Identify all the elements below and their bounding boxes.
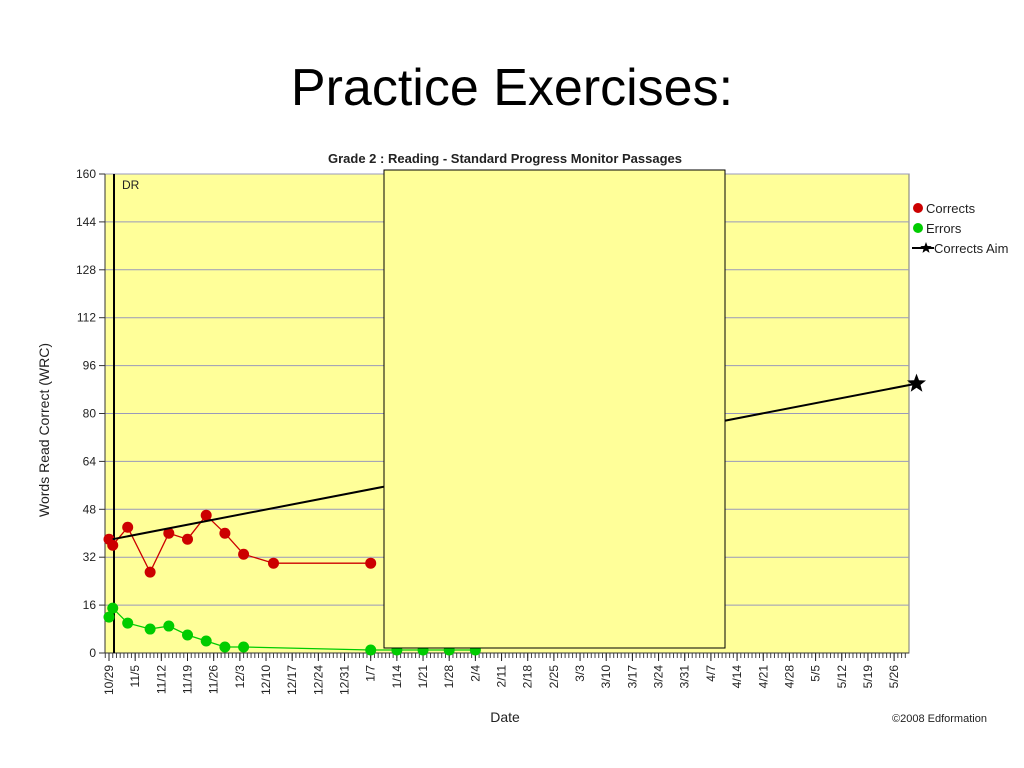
y-tick-label: 32 <box>83 550 97 564</box>
x-tick-label: 12/31 <box>338 665 352 695</box>
x-tick-label: 11/12 <box>154 665 168 694</box>
legend-item-errors: Errors <box>913 221 962 236</box>
decision-rule-label: DR <box>122 178 140 192</box>
x-tick-label: 3/24 <box>652 665 666 689</box>
legend-label: Corrects Aim <box>934 241 1008 256</box>
x-tick-label: 11/5 <box>128 665 142 688</box>
corrects-point <box>200 509 212 521</box>
corrects-point <box>219 527 231 539</box>
x-tick-label: 1/21 <box>416 665 430 689</box>
x-axis-label: Date <box>490 709 520 725</box>
corrects-point <box>122 521 134 533</box>
chart-title: Grade 2 : Reading - Standard Progress Mo… <box>328 151 682 166</box>
corrects-point <box>163 527 175 539</box>
x-tick-label: 2/18 <box>521 665 535 689</box>
corrects-point <box>267 557 279 569</box>
errors-point <box>103 611 115 623</box>
corrects-aim-point <box>907 373 926 392</box>
y-axis-label: Words Read Correct (WRC) <box>36 343 52 517</box>
x-tick-label: 4/28 <box>782 665 796 689</box>
x-tick-label: 4/21 <box>756 665 770 689</box>
legend: Corrects Errors Corrects Aim <box>912 201 1008 256</box>
x-tick-label: 12/3 <box>233 665 247 689</box>
series-corrects <box>103 509 377 578</box>
x-tick-label: 5/12 <box>835 665 849 689</box>
x-tick-label: 3/10 <box>599 665 613 689</box>
y-tick-label: 48 <box>83 502 97 516</box>
x-tick-label: 1/7 <box>364 665 378 682</box>
x-tick-label: 2/11 <box>495 665 509 688</box>
y-tick-label: 128 <box>76 263 96 277</box>
errors-point <box>200 635 212 647</box>
legend-label: Errors <box>926 221 962 236</box>
legend-swatch <box>913 203 923 213</box>
x-tick-label: 10/29 <box>102 665 116 695</box>
y-tick-label: 96 <box>83 359 97 373</box>
legend-swatch <box>913 223 923 233</box>
x-tick-label: 11/19 <box>181 665 195 694</box>
slide-title: Practice Exercises: <box>290 59 734 117</box>
x-tick-label: 3/17 <box>625 665 639 689</box>
x-tick-label: 2/4 <box>468 665 482 682</box>
errors-point <box>182 629 194 641</box>
y-tick-label: 16 <box>83 598 97 612</box>
x-tick-label: 5/19 <box>861 665 875 689</box>
y-tick-label: 160 <box>76 167 96 181</box>
corrects-point <box>182 533 194 545</box>
x-tick-label: 5/5 <box>809 665 823 682</box>
x-tick-label: 12/17 <box>285 665 299 695</box>
y-tick-label: 80 <box>83 407 97 421</box>
y-tick-label: 144 <box>76 215 96 229</box>
x-tick-label: 1/14 <box>390 665 404 689</box>
y-axis-ticks: 0 16 32 48 64 80 96 112 128 144 160 <box>76 167 105 660</box>
y-tick-label: 64 <box>83 454 97 468</box>
legend-item-corrects-aim: Corrects Aim <box>912 241 1008 256</box>
corrects-point <box>238 548 250 560</box>
errors-point <box>107 602 119 614</box>
errors-point <box>238 641 250 653</box>
x-tick-label: 5/26 <box>887 665 901 689</box>
legend-swatch-star <box>920 242 932 253</box>
legend-label: Corrects <box>926 201 976 216</box>
x-tick-label: 12/24 <box>311 665 325 695</box>
errors-point <box>163 620 175 632</box>
legend-item-corrects: Corrects <box>913 201 976 216</box>
x-tick-label: 4/7 <box>704 665 718 682</box>
x-axis-ticks: 10/29 11/5 11/12 11/19 11/26 12/3 12/10 12/17 12… <box>102 653 906 695</box>
x-tick-label: 4/14 <box>730 665 744 689</box>
y-tick-label: 112 <box>77 311 96 325</box>
errors-point <box>365 644 377 656</box>
x-tick-label: 3/31 <box>678 665 692 689</box>
errors-point <box>219 641 231 653</box>
x-tick-label: 11/26 <box>207 665 221 694</box>
x-tick-label: 1/28 <box>442 665 456 689</box>
x-tick-label: 12/10 <box>259 665 273 695</box>
corrects-point <box>107 539 119 551</box>
x-tick-label: 2/25 <box>547 665 561 689</box>
errors-point <box>122 617 134 629</box>
errors-point <box>144 623 156 635</box>
corrects-point <box>365 557 377 569</box>
occluded-region <box>383 169 726 649</box>
x-tick-label: 3/3 <box>573 665 587 682</box>
corrects-point <box>144 566 156 578</box>
copyright-text: ©2008 Edformation <box>892 713 987 725</box>
y-tick-label: 0 <box>89 646 96 660</box>
